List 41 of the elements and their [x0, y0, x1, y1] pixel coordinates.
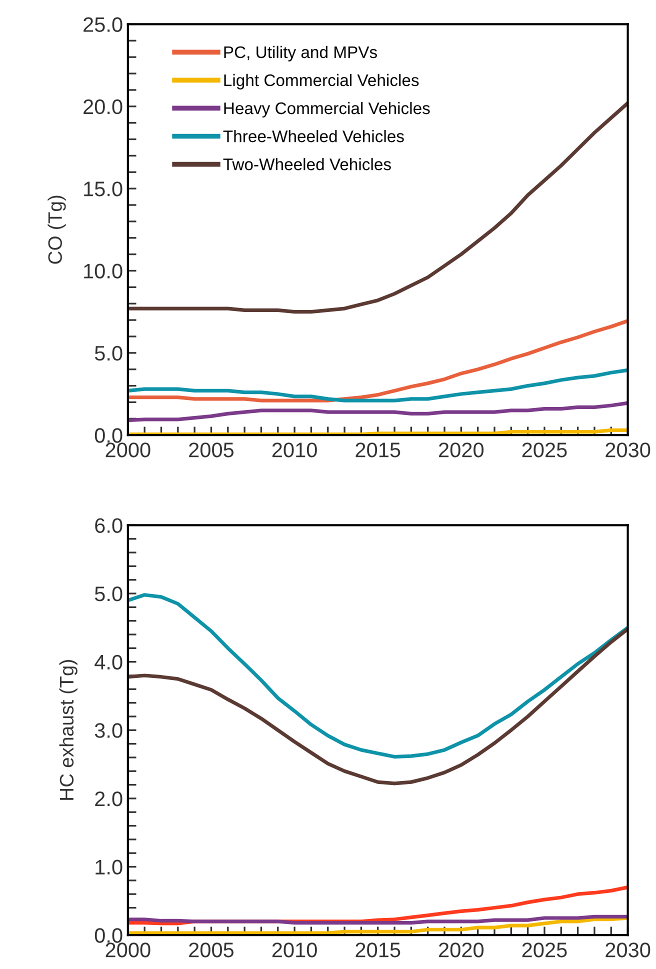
line-series [128, 319, 628, 402]
x-tick-label: 2010 [272, 442, 317, 458]
x-tick-label: 2010 [272, 942, 317, 958]
y-tick-label: 1.0 [96, 860, 122, 875]
y-tick-label: 25.0 [84, 17, 122, 32]
y-axis-title: CO (Tg) [48, 196, 66, 264]
x-tick-label: 2030 [606, 942, 650, 958]
x-tick-label: 2030 [606, 442, 650, 458]
x-tick-label: 2005 [189, 942, 234, 958]
y-tick-label: 0.0 [94, 428, 122, 443]
x-tick-label: 2000 [106, 442, 150, 458]
line-series [128, 593, 628, 759]
y-tick-label: 4.0 [94, 654, 122, 670]
x-tick-label: 2020 [439, 442, 484, 458]
y-tick-label: 5.0 [94, 346, 122, 361]
line-series [128, 914, 628, 925]
legend-label: Three-Wheeled Vehicles [223, 130, 404, 142]
x-tick-label: 2005 [189, 442, 234, 458]
y-tick-label: 20.0 [84, 99, 122, 114]
x-tick-label: 2000 [106, 942, 150, 958]
line-series [128, 368, 628, 402]
line-series [128, 627, 628, 786]
x-tick-label: 2020 [439, 942, 484, 958]
y-tick-label: 2.0 [95, 791, 122, 806]
x-tick-label: 2015 [356, 442, 400, 458]
x-tick-label: 2025 [522, 942, 567, 958]
y-tick-label: 15.0 [84, 182, 122, 196]
legend-label: PC, Utility and MPVs [224, 46, 377, 62]
line-series [128, 401, 628, 422]
y-tick-label: 5.0 [94, 586, 122, 602]
legend-label: Heavy Commercial Vehicles [224, 102, 430, 118]
y-tick-label: 10.0 [84, 264, 122, 278]
y-axis-title: HC exhaust (Tg) [59, 660, 78, 800]
y-tick-label: 6.0 [95, 518, 122, 533]
y-tick-label: 0.0 [94, 928, 122, 943]
line-series [128, 101, 628, 314]
legend-label: Light Commercial Vehicles [224, 74, 419, 90]
x-tick-label: 2025 [522, 442, 567, 458]
x-tick-label: 2015 [356, 942, 400, 958]
legend-label: Two-Wheeled Vehicles [223, 158, 391, 170]
y-tick-label: 3.0 [94, 723, 122, 738]
